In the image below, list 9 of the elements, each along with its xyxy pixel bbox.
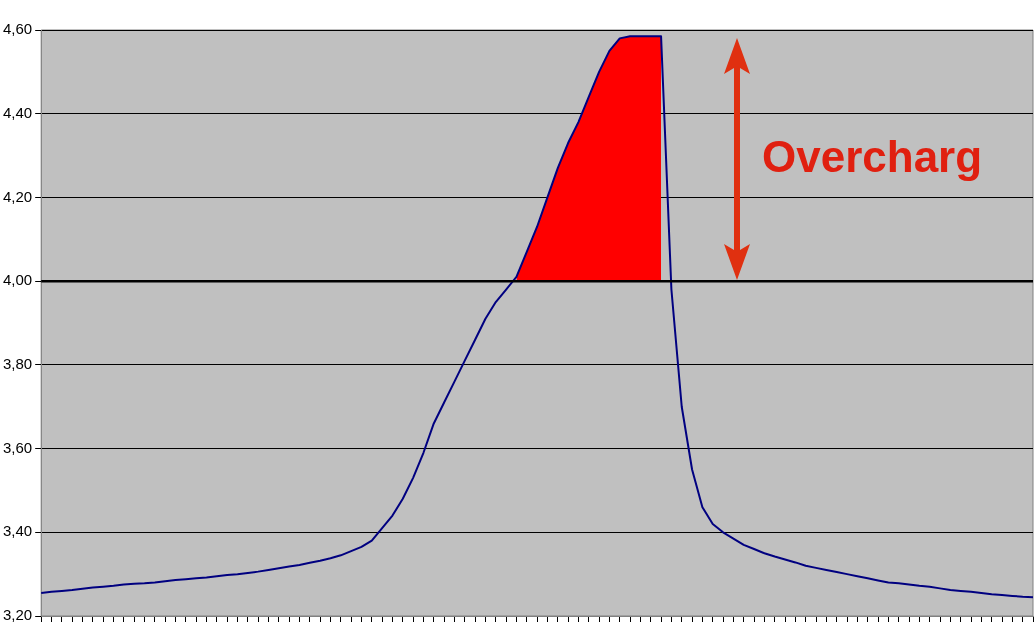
y-tick-label: 3,80 (2, 355, 33, 372)
annotation: Overcharg (762, 132, 983, 182)
y-tick-label: 3,40 (2, 522, 33, 540)
y-tick-label: 4,00 (2, 271, 33, 289)
y-tick-label: 3,20 (2, 606, 33, 624)
y-tick-label: 4,60 (2, 20, 33, 38)
y-tick-label: 4,20 (2, 187, 33, 205)
y-tick-label: 3,60 (2, 438, 33, 456)
y-tick-label: 4,40 (2, 103, 33, 121)
